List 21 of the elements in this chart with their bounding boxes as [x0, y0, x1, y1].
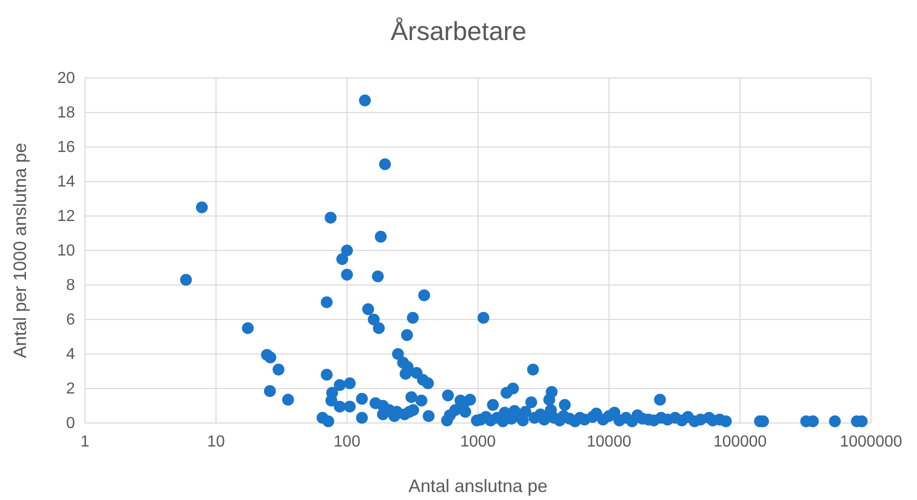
- y-tick-label: 0: [66, 415, 76, 432]
- y-tick-label: 14: [57, 174, 76, 191]
- x-tick-label: 100: [334, 433, 360, 450]
- y-tick-label: 18: [57, 104, 76, 122]
- x-axis-title: Antal anslutna pe: [408, 476, 548, 496]
- x-tick-label: 1: [80, 433, 90, 450]
- y-tick-label: 8: [66, 277, 76, 294]
- chart-title: Årsarbetare: [390, 16, 526, 46]
- y-tick-label: 2: [66, 380, 76, 398]
- y-tick-label: 10: [57, 242, 76, 260]
- y-tick-label: 12: [57, 208, 76, 226]
- y-tick-label: 4: [66, 346, 76, 364]
- y-tick-label: 6: [66, 312, 76, 329]
- y-tick-label: 20: [57, 70, 76, 88]
- x-tick-label: 1000000: [840, 433, 902, 450]
- x-tick-label: 10000: [586, 433, 632, 450]
- y-tick-label: 16: [57, 139, 76, 156]
- y-axis-title: Antal per 1000 anslutna pe: [10, 142, 30, 358]
- x-tick-label: 100000: [713, 433, 767, 450]
- x-tick-label: 1000: [460, 433, 496, 450]
- x-tick-label: 10: [207, 433, 225, 450]
